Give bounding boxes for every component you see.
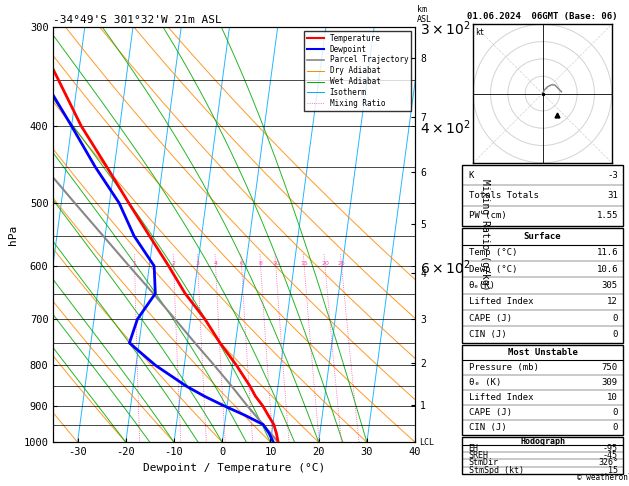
Text: 0: 0 [613,313,618,323]
Text: Most Unstable: Most Unstable [508,348,577,357]
Text: StmDir: StmDir [469,458,499,468]
Text: -95: -95 [603,444,618,453]
Text: 0: 0 [613,423,618,432]
Text: 31: 31 [607,191,618,200]
Text: km
ASL: km ASL [417,5,432,24]
Text: 10.6: 10.6 [596,265,618,274]
Text: 326°: 326° [598,458,618,468]
Text: 309: 309 [602,378,618,387]
Text: -3: -3 [607,171,618,180]
Text: 3: 3 [196,261,200,266]
Text: 11.6: 11.6 [596,248,618,258]
Text: Lifted Index: Lifted Index [469,393,533,402]
Text: Totals Totals: Totals Totals [469,191,538,200]
Text: 15: 15 [608,466,618,475]
Text: 750: 750 [602,363,618,372]
Text: -45: -45 [603,451,618,460]
Text: 305: 305 [602,281,618,290]
Text: 20: 20 [321,261,329,266]
Text: © weatheronline.co.uk: © weatheronline.co.uk [577,473,629,482]
Text: 25: 25 [338,261,345,266]
X-axis label: Dewpoint / Temperature (°C): Dewpoint / Temperature (°C) [143,463,325,473]
Y-axis label: hPa: hPa [8,225,18,244]
Text: θₑ (K): θₑ (K) [469,378,501,387]
Text: θₑ(K): θₑ(K) [469,281,496,290]
Text: 0: 0 [613,408,618,417]
Text: PW (cm): PW (cm) [469,211,506,220]
Text: 8: 8 [259,261,262,266]
Text: 10: 10 [272,261,280,266]
Text: CIN (J): CIN (J) [469,330,506,339]
Text: 0: 0 [613,330,618,339]
Text: K: K [469,171,474,180]
Legend: Temperature, Dewpoint, Parcel Trajectory, Dry Adiabat, Wet Adiabat, Isotherm, Mi: Temperature, Dewpoint, Parcel Trajectory… [304,31,411,111]
Text: 01.06.2024  06GMT (Base: 06): 01.06.2024 06GMT (Base: 06) [467,12,618,21]
Text: EH: EH [469,444,479,453]
Text: StmSpd (kt): StmSpd (kt) [469,466,524,475]
Text: CIN (J): CIN (J) [469,423,506,432]
Text: CAPE (J): CAPE (J) [469,408,512,417]
Text: Surface: Surface [524,232,561,241]
Text: 1.55: 1.55 [596,211,618,220]
Text: 4: 4 [214,261,218,266]
Text: CAPE (J): CAPE (J) [469,313,512,323]
Text: Lifted Index: Lifted Index [469,297,533,306]
Text: Temp (°C): Temp (°C) [469,248,517,258]
Text: kt: kt [475,28,484,37]
Text: Hodograph: Hodograph [520,436,565,446]
Text: 6: 6 [240,261,243,266]
Text: 10: 10 [607,393,618,402]
Text: 2: 2 [172,261,175,266]
Text: 12: 12 [607,297,618,306]
Text: LCL: LCL [420,438,434,447]
Text: Dewp (°C): Dewp (°C) [469,265,517,274]
Text: 15: 15 [301,261,308,266]
Text: SREH: SREH [469,451,489,460]
Y-axis label: Mixing Ratio (g/kg): Mixing Ratio (g/kg) [480,179,490,290]
Text: Pressure (mb): Pressure (mb) [469,363,538,372]
Text: -34°49'S 301°32'W 21m ASL: -34°49'S 301°32'W 21m ASL [53,15,222,25]
Text: 1: 1 [133,261,136,266]
